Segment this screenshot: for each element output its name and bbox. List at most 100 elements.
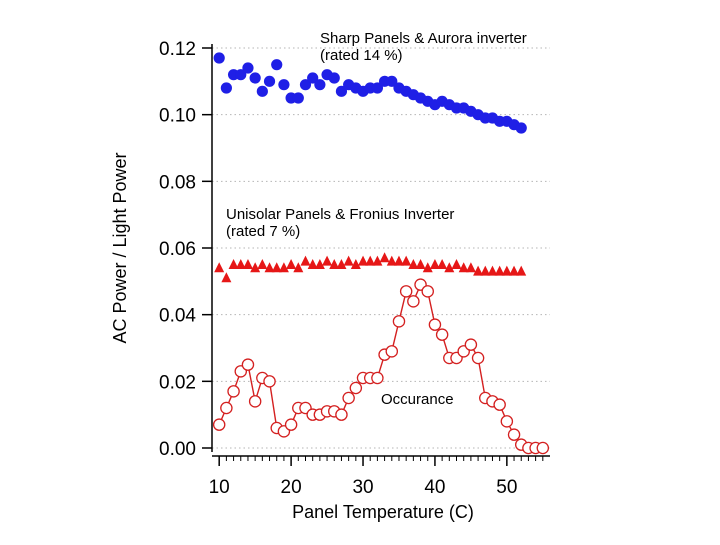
unisolar-data-point bbox=[422, 262, 433, 273]
unisolar-data-point bbox=[509, 265, 520, 276]
unisolar-data-point bbox=[379, 252, 390, 263]
occurance-data-point bbox=[471, 351, 485, 365]
occurance-data-point bbox=[349, 381, 363, 395]
unisolar-data-point bbox=[494, 265, 505, 276]
unisolar-data-point bbox=[501, 265, 512, 276]
sharp-data-point bbox=[249, 72, 261, 84]
occurance-data-point bbox=[399, 285, 413, 298]
x-tick-label: 10 bbox=[209, 477, 230, 498]
y-axis-label: AC Power / Light Power bbox=[110, 152, 130, 343]
series-note-unisolar: (rated 7 %) bbox=[226, 223, 300, 240]
unisolar-data-point bbox=[242, 258, 253, 269]
occurance-data-point bbox=[263, 375, 276, 388]
unisolar-data-point bbox=[458, 262, 469, 273]
occurance-data-point bbox=[507, 428, 521, 441]
unisolar-data-point bbox=[235, 258, 246, 269]
sharp-data-point bbox=[263, 75, 276, 87]
y-tick-label: 0.12 bbox=[159, 39, 196, 60]
unisolar-data-point bbox=[214, 262, 225, 273]
series-1 bbox=[214, 252, 527, 283]
sharp-data-point bbox=[386, 75, 398, 87]
unisolar-data-point bbox=[300, 255, 311, 266]
unisolar-data-point bbox=[415, 258, 426, 269]
sharp-data-point bbox=[271, 59, 283, 71]
unisolar-data-point bbox=[516, 265, 527, 276]
sharp-data-point bbox=[278, 79, 290, 91]
occurance-data-point bbox=[212, 418, 226, 431]
unisolar-data-point bbox=[372, 255, 383, 266]
sharp-data-point bbox=[256, 85, 268, 97]
unisolar-data-point bbox=[264, 262, 275, 273]
unisolar-data-point bbox=[257, 258, 268, 269]
unisolar-data-point bbox=[401, 255, 412, 266]
unisolar-data-point bbox=[437, 258, 448, 269]
occurance-data-point bbox=[435, 328, 449, 341]
occurance-data-point bbox=[220, 401, 233, 415]
sharp-data-point bbox=[307, 72, 319, 84]
sharp-data-point bbox=[515, 122, 527, 134]
unisolar-data-point bbox=[465, 262, 476, 273]
occurance-data-point bbox=[392, 315, 406, 328]
occurance-data-point bbox=[342, 391, 355, 405]
unisolar-data-point bbox=[408, 258, 419, 269]
unisolar-data-point bbox=[271, 262, 282, 273]
y-tick-label: 0.00 bbox=[159, 439, 196, 460]
occurance-data-point bbox=[493, 398, 506, 411]
y-tick-label: 0.06 bbox=[159, 239, 196, 260]
unisolar-data-point bbox=[393, 255, 404, 266]
unisolar-data-point bbox=[451, 258, 462, 269]
y-tick-label: 0.02 bbox=[159, 372, 196, 393]
unisolar-data-point bbox=[480, 265, 491, 276]
unisolar-data-point bbox=[278, 262, 289, 273]
unisolar-data-point bbox=[329, 258, 340, 269]
unisolar-data-point bbox=[444, 262, 455, 273]
sharp-data-point bbox=[314, 79, 326, 91]
unisolar-data-point bbox=[429, 258, 440, 269]
sharp-data-point bbox=[335, 85, 348, 97]
series-layer bbox=[212, 52, 550, 455]
y-tick-label: 0.08 bbox=[159, 172, 196, 193]
sharp-data-point bbox=[235, 69, 247, 81]
unisolar-data-point bbox=[473, 265, 484, 276]
grid-layer bbox=[212, 47, 550, 449]
x-tick-label: 30 bbox=[352, 477, 373, 498]
sharp-data-point bbox=[292, 92, 304, 104]
series-label-occurance: Occurance bbox=[381, 391, 454, 408]
occurance-data-point bbox=[241, 358, 255, 371]
x-tick-label: 20 bbox=[281, 477, 302, 498]
unisolar-data-point bbox=[293, 262, 304, 273]
series-label-unisolar: Unisolar Panels & Fronius Inverter bbox=[226, 206, 454, 223]
unisolar-data-point bbox=[343, 255, 354, 266]
x-axis-label: Panel Temperature (C) bbox=[292, 502, 474, 522]
occurance-data-point bbox=[428, 318, 442, 331]
sharp-data-point bbox=[242, 62, 254, 74]
y-tick-label: 0.04 bbox=[159, 306, 196, 327]
x-tick-label: 40 bbox=[424, 477, 445, 498]
occurance-data-point bbox=[284, 418, 298, 431]
unisolar-data-point bbox=[250, 262, 261, 273]
sharp-data-point bbox=[220, 82, 232, 94]
occurance-data-point bbox=[421, 285, 434, 298]
unisolar-data-point bbox=[322, 255, 333, 266]
unisolar-data-point bbox=[336, 258, 347, 269]
unisolar-data-point bbox=[286, 258, 297, 269]
occurance-line bbox=[218, 283, 543, 449]
x-tick-label: 50 bbox=[496, 477, 517, 498]
occurance-data-point bbox=[335, 408, 348, 421]
occurance-data-point bbox=[407, 295, 420, 308]
occurance-data-point bbox=[227, 385, 240, 398]
occurance-data-point bbox=[248, 395, 262, 408]
unisolar-data-point bbox=[314, 258, 325, 269]
occurance-data-point bbox=[500, 415, 514, 428]
occurance-data-point bbox=[371, 371, 384, 385]
series-2 bbox=[212, 278, 550, 455]
sharp-data-point bbox=[299, 79, 312, 91]
unisolar-data-point bbox=[221, 272, 232, 283]
sharp-data-point bbox=[213, 52, 225, 64]
unisolar-data-point bbox=[386, 255, 397, 266]
series-label-sharp: Sharp Panels & Aurora inverter bbox=[320, 30, 527, 47]
unisolar-data-point bbox=[365, 255, 376, 266]
occurance-data-point bbox=[536, 441, 550, 455]
